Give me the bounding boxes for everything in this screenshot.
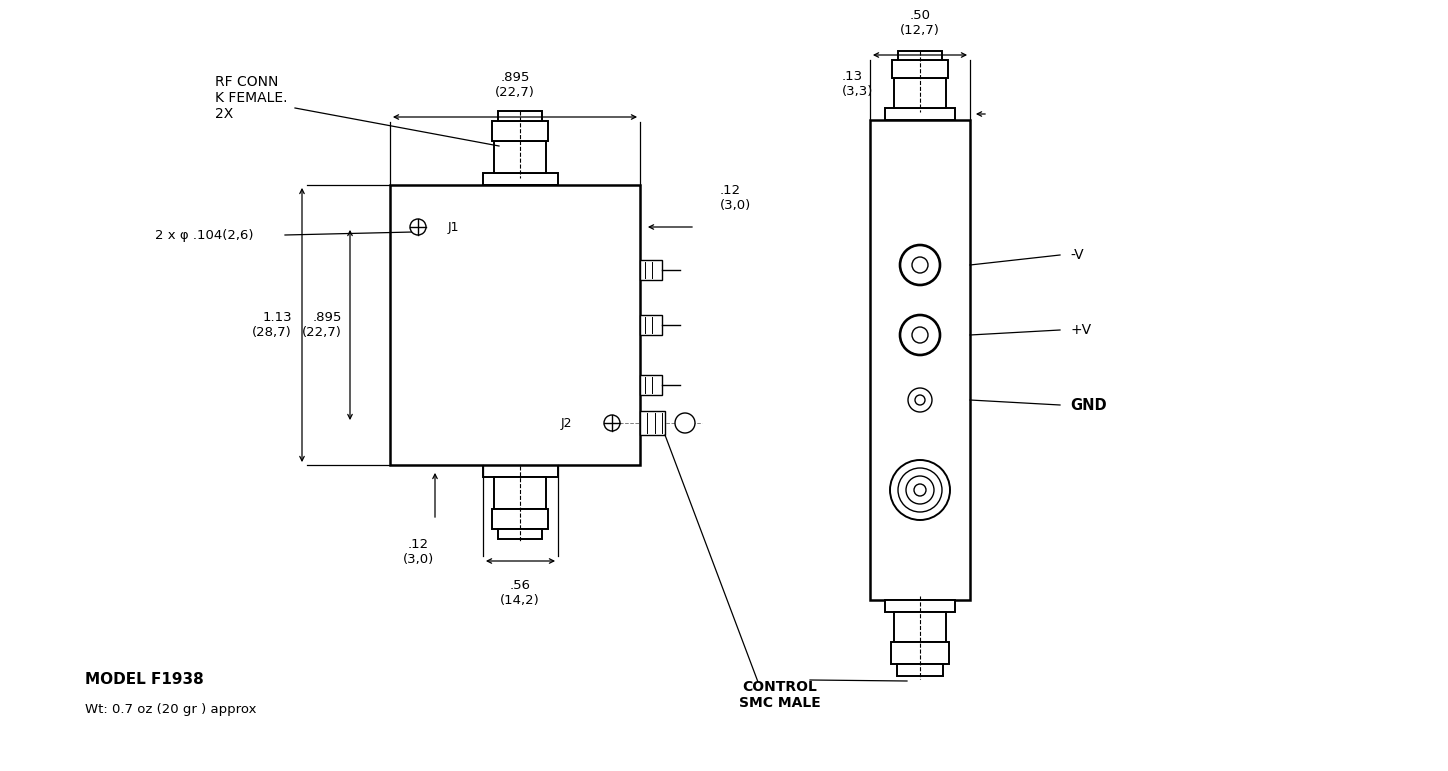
Bar [498,529,542,539]
Text: 1.13
(28,7): 1.13 (28,7) [252,311,292,339]
Bar [640,411,665,435]
Text: Wt: 0.7 oz (20 gr ) approx: Wt: 0.7 oz (20 gr ) approx [85,703,256,716]
Bar [484,465,557,477]
Circle shape [915,395,925,405]
Text: CONTROL
SMC MALE: CONTROL SMC MALE [738,680,821,710]
Text: J2: J2 [560,416,572,429]
Bar [896,664,943,676]
Bar [484,173,557,185]
Text: .56
(14,2): .56 (14,2) [500,579,540,607]
Text: .12
(3,0): .12 (3,0) [403,538,433,566]
Bar [885,108,956,120]
Bar [892,60,948,78]
Bar [390,185,640,465]
Text: 2 x φ .104(2,6): 2 x φ .104(2,6) [155,228,253,241]
Circle shape [675,413,695,433]
Text: -V: -V [1070,248,1083,262]
Bar [492,121,547,141]
Bar [893,78,946,108]
Text: RF CONN
K FEMALE.
2X: RF CONN K FEMALE. 2X [214,75,288,121]
Text: +V: +V [1070,323,1092,337]
Bar [494,141,546,173]
Bar [640,315,662,335]
Text: GND: GND [1070,398,1106,412]
Text: .895
(22,7): .895 (22,7) [303,311,342,339]
Circle shape [410,219,426,235]
Bar [898,51,943,60]
Bar [640,375,662,395]
Text: .12
(3,0): .12 (3,0) [720,184,752,212]
Circle shape [901,315,940,355]
Bar [885,600,956,612]
Bar [494,477,546,509]
Bar [492,509,547,529]
Circle shape [604,415,620,431]
Text: MODEL F1938: MODEL F1938 [85,672,204,688]
Text: .13
(3,3): .13 (3,3) [841,70,873,98]
Circle shape [912,257,928,273]
Bar [893,612,946,642]
Text: .895
(22,7): .895 (22,7) [495,71,534,99]
Circle shape [912,327,928,343]
Bar [640,260,662,280]
Circle shape [908,388,933,412]
Bar [870,120,970,600]
Text: .50
(12,7): .50 (12,7) [901,9,940,37]
Circle shape [906,476,934,504]
Circle shape [898,468,943,512]
Bar [498,111,542,121]
Circle shape [901,245,940,285]
Circle shape [914,484,927,496]
Circle shape [891,460,950,520]
Text: J1: J1 [447,221,459,234]
Bar [891,642,948,664]
